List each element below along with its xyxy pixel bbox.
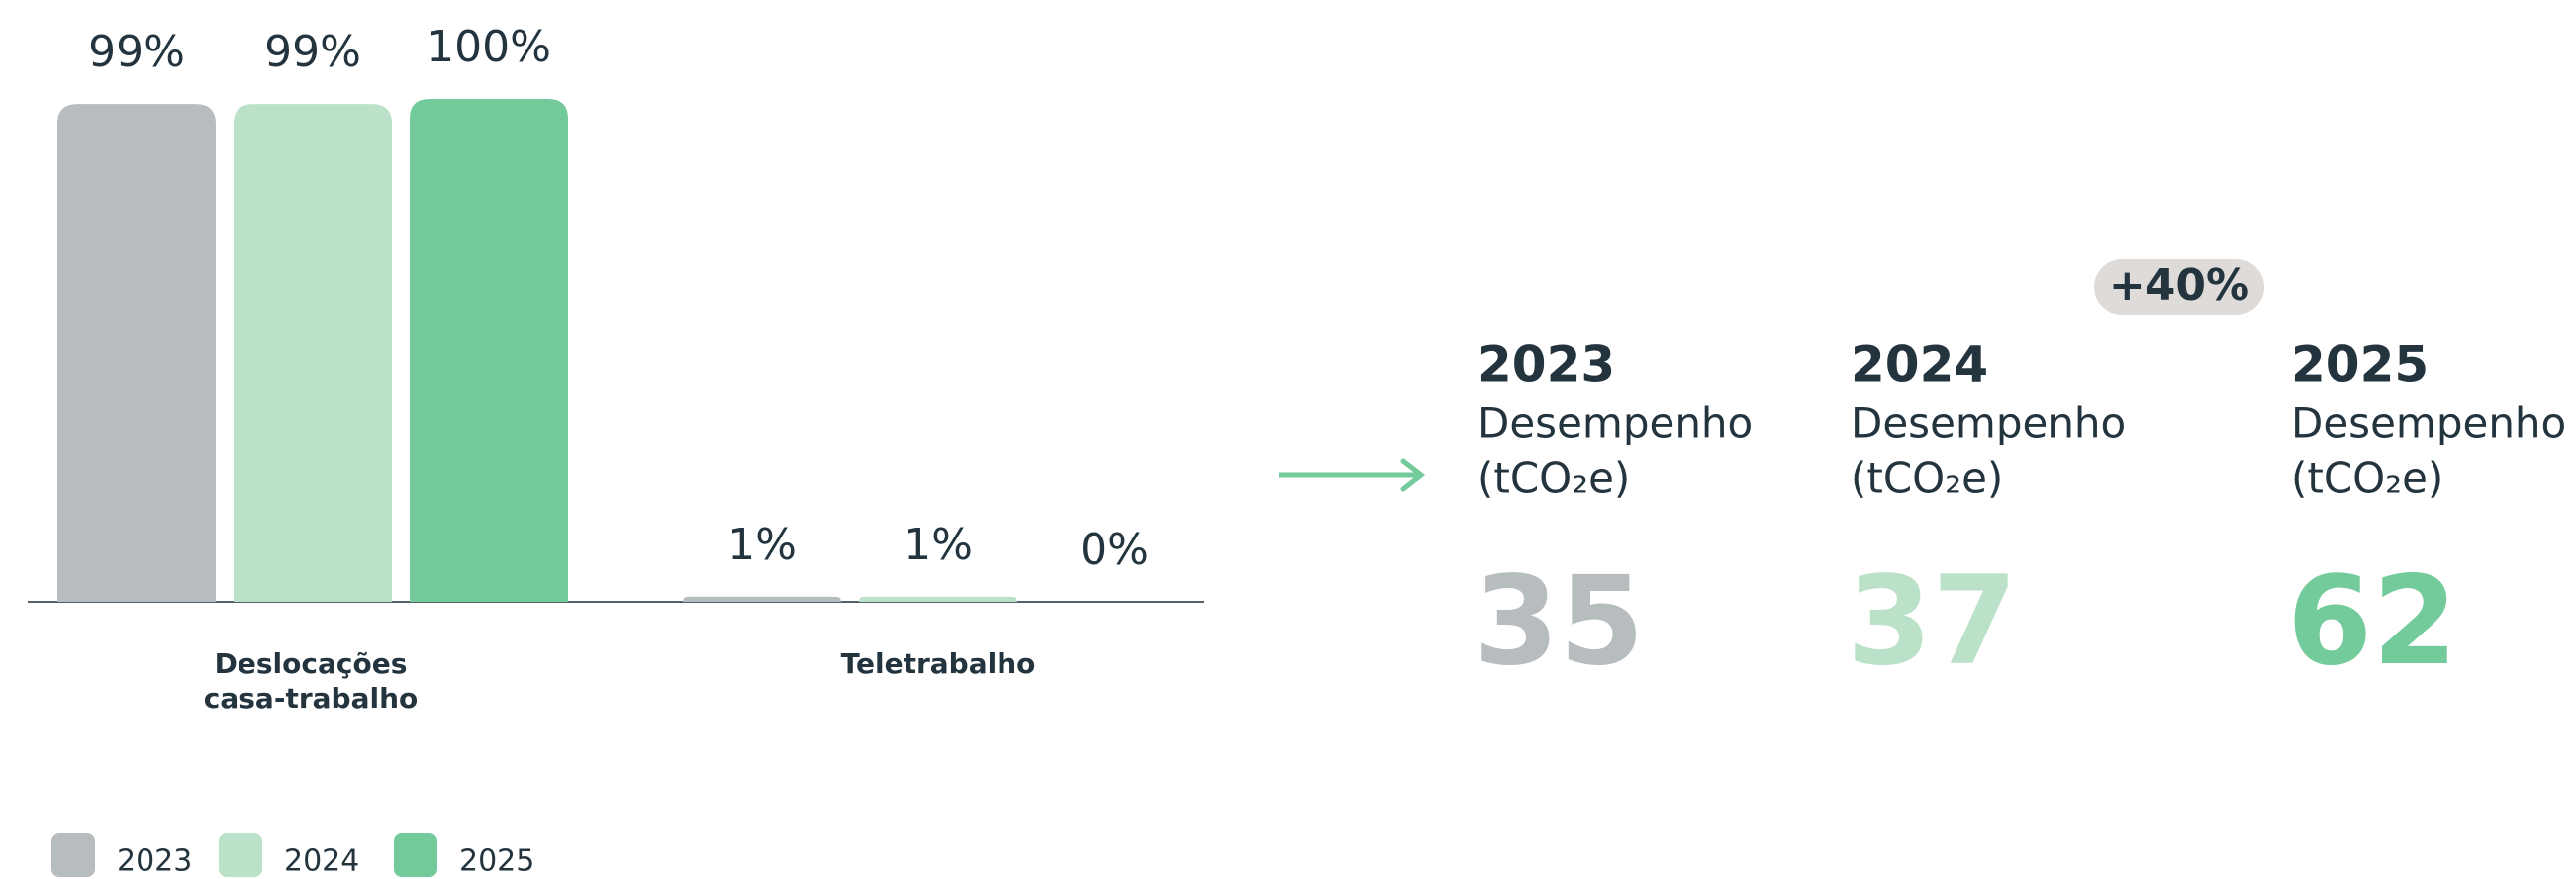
legend-label: 2023 [117, 844, 192, 879]
badge [2094, 259, 2264, 315]
category-line: Deslocações [215, 647, 408, 680]
kpi-label: Desempenho [2291, 399, 2566, 447]
value-label: 100% [427, 22, 551, 72]
value-label: 1% [727, 520, 797, 570]
legend-label: 2025 [459, 844, 534, 879]
bar [410, 99, 568, 602]
legend-swatch [394, 833, 437, 877]
category-line: Teletrabalho [841, 647, 1036, 680]
badge-text: +40% [2109, 260, 2249, 311]
kpi-label: Desempenho [1478, 399, 1753, 447]
kpi-value: 37 [1847, 550, 2018, 693]
category-label: Teletrabalho [841, 647, 1036, 680]
kpi-value: 35 [1474, 550, 1645, 693]
bar [859, 596, 1017, 602]
arrow-head [1400, 458, 1426, 492]
kpi-unit: (tCO₂e) [1851, 454, 2003, 503]
category-line: casa-trabalho [204, 682, 418, 715]
legend-label: 2024 [284, 844, 359, 879]
kpi-year: 2023 [1478, 337, 1615, 394]
legend-swatch [219, 833, 262, 877]
kpi-year: 2025 [2291, 337, 2429, 394]
kpi-value: 62 [2287, 550, 2458, 693]
bar [234, 104, 392, 602]
kpi-year: 2024 [1851, 337, 1988, 394]
value-label: 1% [904, 520, 973, 570]
category-label: Deslocações casa-trabalho [204, 647, 418, 715]
bar [683, 596, 841, 602]
kpi-unit: (tCO₂e) [2291, 454, 2443, 503]
value-label: 99% [88, 27, 185, 77]
legend-swatch [51, 833, 95, 877]
value-label: 99% [264, 27, 361, 77]
kpi-unit: (tCO₂e) [1478, 454, 1630, 503]
bar [57, 104, 216, 602]
value-label: 0% [1080, 525, 1149, 575]
kpi-label: Desempenho [1851, 399, 2126, 447]
